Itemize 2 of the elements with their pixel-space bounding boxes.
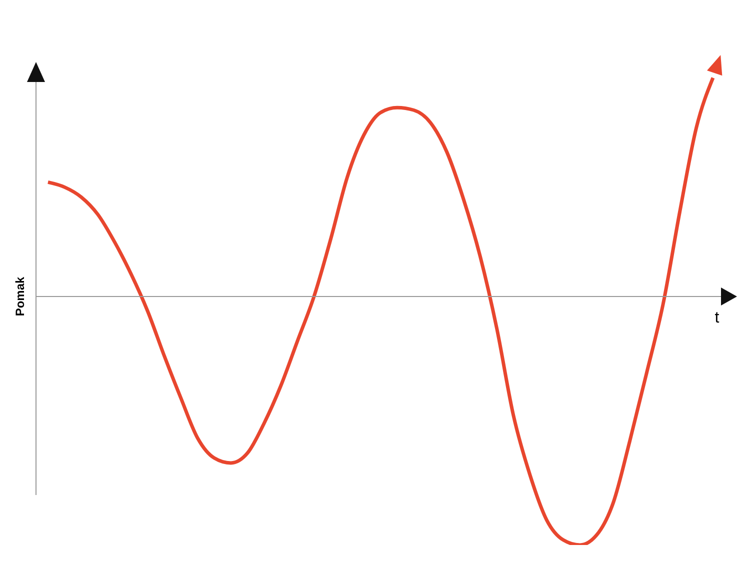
y-axis-title: Pomak	[13, 276, 27, 316]
x-axis-title: t	[714, 310, 720, 326]
